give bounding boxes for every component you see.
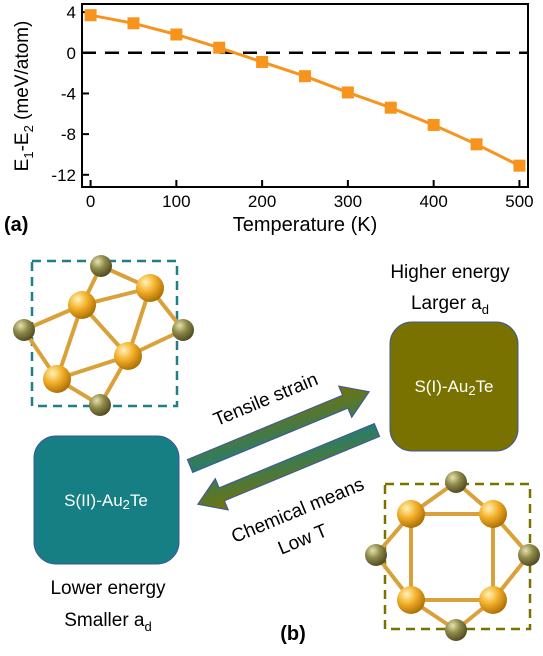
structure-left bbox=[13, 255, 194, 416]
te-atom bbox=[89, 394, 111, 416]
au-atom bbox=[397, 586, 425, 614]
phase-box-s1-label: S(I)-Au2Te bbox=[414, 377, 493, 398]
higher-energy-label: Higher energy bbox=[390, 262, 510, 283]
lower-energy-label: Lower energy bbox=[50, 578, 166, 599]
te-atom bbox=[445, 471, 467, 493]
data-point-marker bbox=[341, 86, 354, 99]
data-point-marker bbox=[84, 9, 97, 22]
x-tick-label: 400 bbox=[419, 192, 447, 211]
data-point-marker bbox=[513, 159, 526, 172]
data-point-marker bbox=[384, 101, 397, 114]
chart-panel-a: 4 0 -4 -8 -12 0 100 200 300 400 500 E1-E2 (meV/at… bbox=[4, 3, 534, 236]
series-line bbox=[90, 13, 521, 167]
arrow-tensile-strain bbox=[186, 385, 371, 474]
diagram-panel-b: Higher energy Larger ad S(I)-Au2Te S(II)… bbox=[13, 255, 540, 645]
te-atom bbox=[172, 319, 194, 341]
au-atom bbox=[479, 500, 507, 528]
structure-right bbox=[365, 471, 540, 641]
x-tick-label: 500 bbox=[505, 192, 533, 211]
phase-box-s2-label: S(II)-Au2Te bbox=[64, 491, 148, 512]
y-tick-label: -4 bbox=[61, 84, 76, 103]
y-tick-label: 4 bbox=[67, 3, 76, 22]
data-point-marker bbox=[213, 41, 226, 54]
x-tick-label: 300 bbox=[334, 192, 362, 211]
phase-box-s1 bbox=[389, 321, 519, 452]
y-tick-label: 0 bbox=[67, 44, 76, 63]
y-tick-label: -8 bbox=[61, 125, 76, 144]
te-atom bbox=[518, 544, 540, 566]
plot-frame bbox=[81, 3, 529, 188]
te-atom bbox=[90, 255, 112, 277]
au-atom bbox=[43, 365, 71, 393]
arrow-chemical-means bbox=[196, 422, 381, 511]
te-atom bbox=[445, 619, 467, 641]
data-point-marker bbox=[470, 138, 483, 151]
data-point-marker bbox=[127, 17, 140, 30]
x-tick-label: 100 bbox=[162, 192, 190, 211]
larger-ad-label: Larger ad bbox=[411, 293, 489, 317]
te-atom bbox=[13, 319, 35, 341]
data-point-marker bbox=[299, 70, 311, 83]
bonds bbox=[374, 480, 531, 632]
au-atom bbox=[479, 586, 507, 614]
au-atom bbox=[136, 274, 164, 302]
x-axis-ticks: 0 100 200 300 400 500 bbox=[86, 180, 534, 211]
data-point-marker bbox=[427, 118, 440, 131]
phase-box-s2 bbox=[33, 435, 180, 565]
au-atom bbox=[68, 291, 96, 319]
y-tick-label: -12 bbox=[51, 166, 76, 185]
panel-b-label: (b) bbox=[280, 623, 306, 645]
au-atom bbox=[114, 342, 142, 370]
x-tick-label: 200 bbox=[248, 192, 276, 211]
x-tick-label: 0 bbox=[86, 192, 95, 211]
series-markers bbox=[84, 9, 526, 172]
te-atom bbox=[365, 544, 387, 566]
au-atom bbox=[397, 500, 425, 528]
y-axis-ticks: 4 0 -4 -8 -12 bbox=[51, 3, 89, 185]
data-point-marker bbox=[170, 28, 183, 41]
x-axis-label: Temperature (K) bbox=[233, 214, 378, 236]
data-point-marker bbox=[256, 55, 269, 68]
panel-a-label: (a) bbox=[4, 214, 28, 236]
y-axis-label: E1-E2 (meV/atom) bbox=[12, 21, 36, 172]
smaller-ad-label: Smaller ad bbox=[64, 610, 151, 634]
